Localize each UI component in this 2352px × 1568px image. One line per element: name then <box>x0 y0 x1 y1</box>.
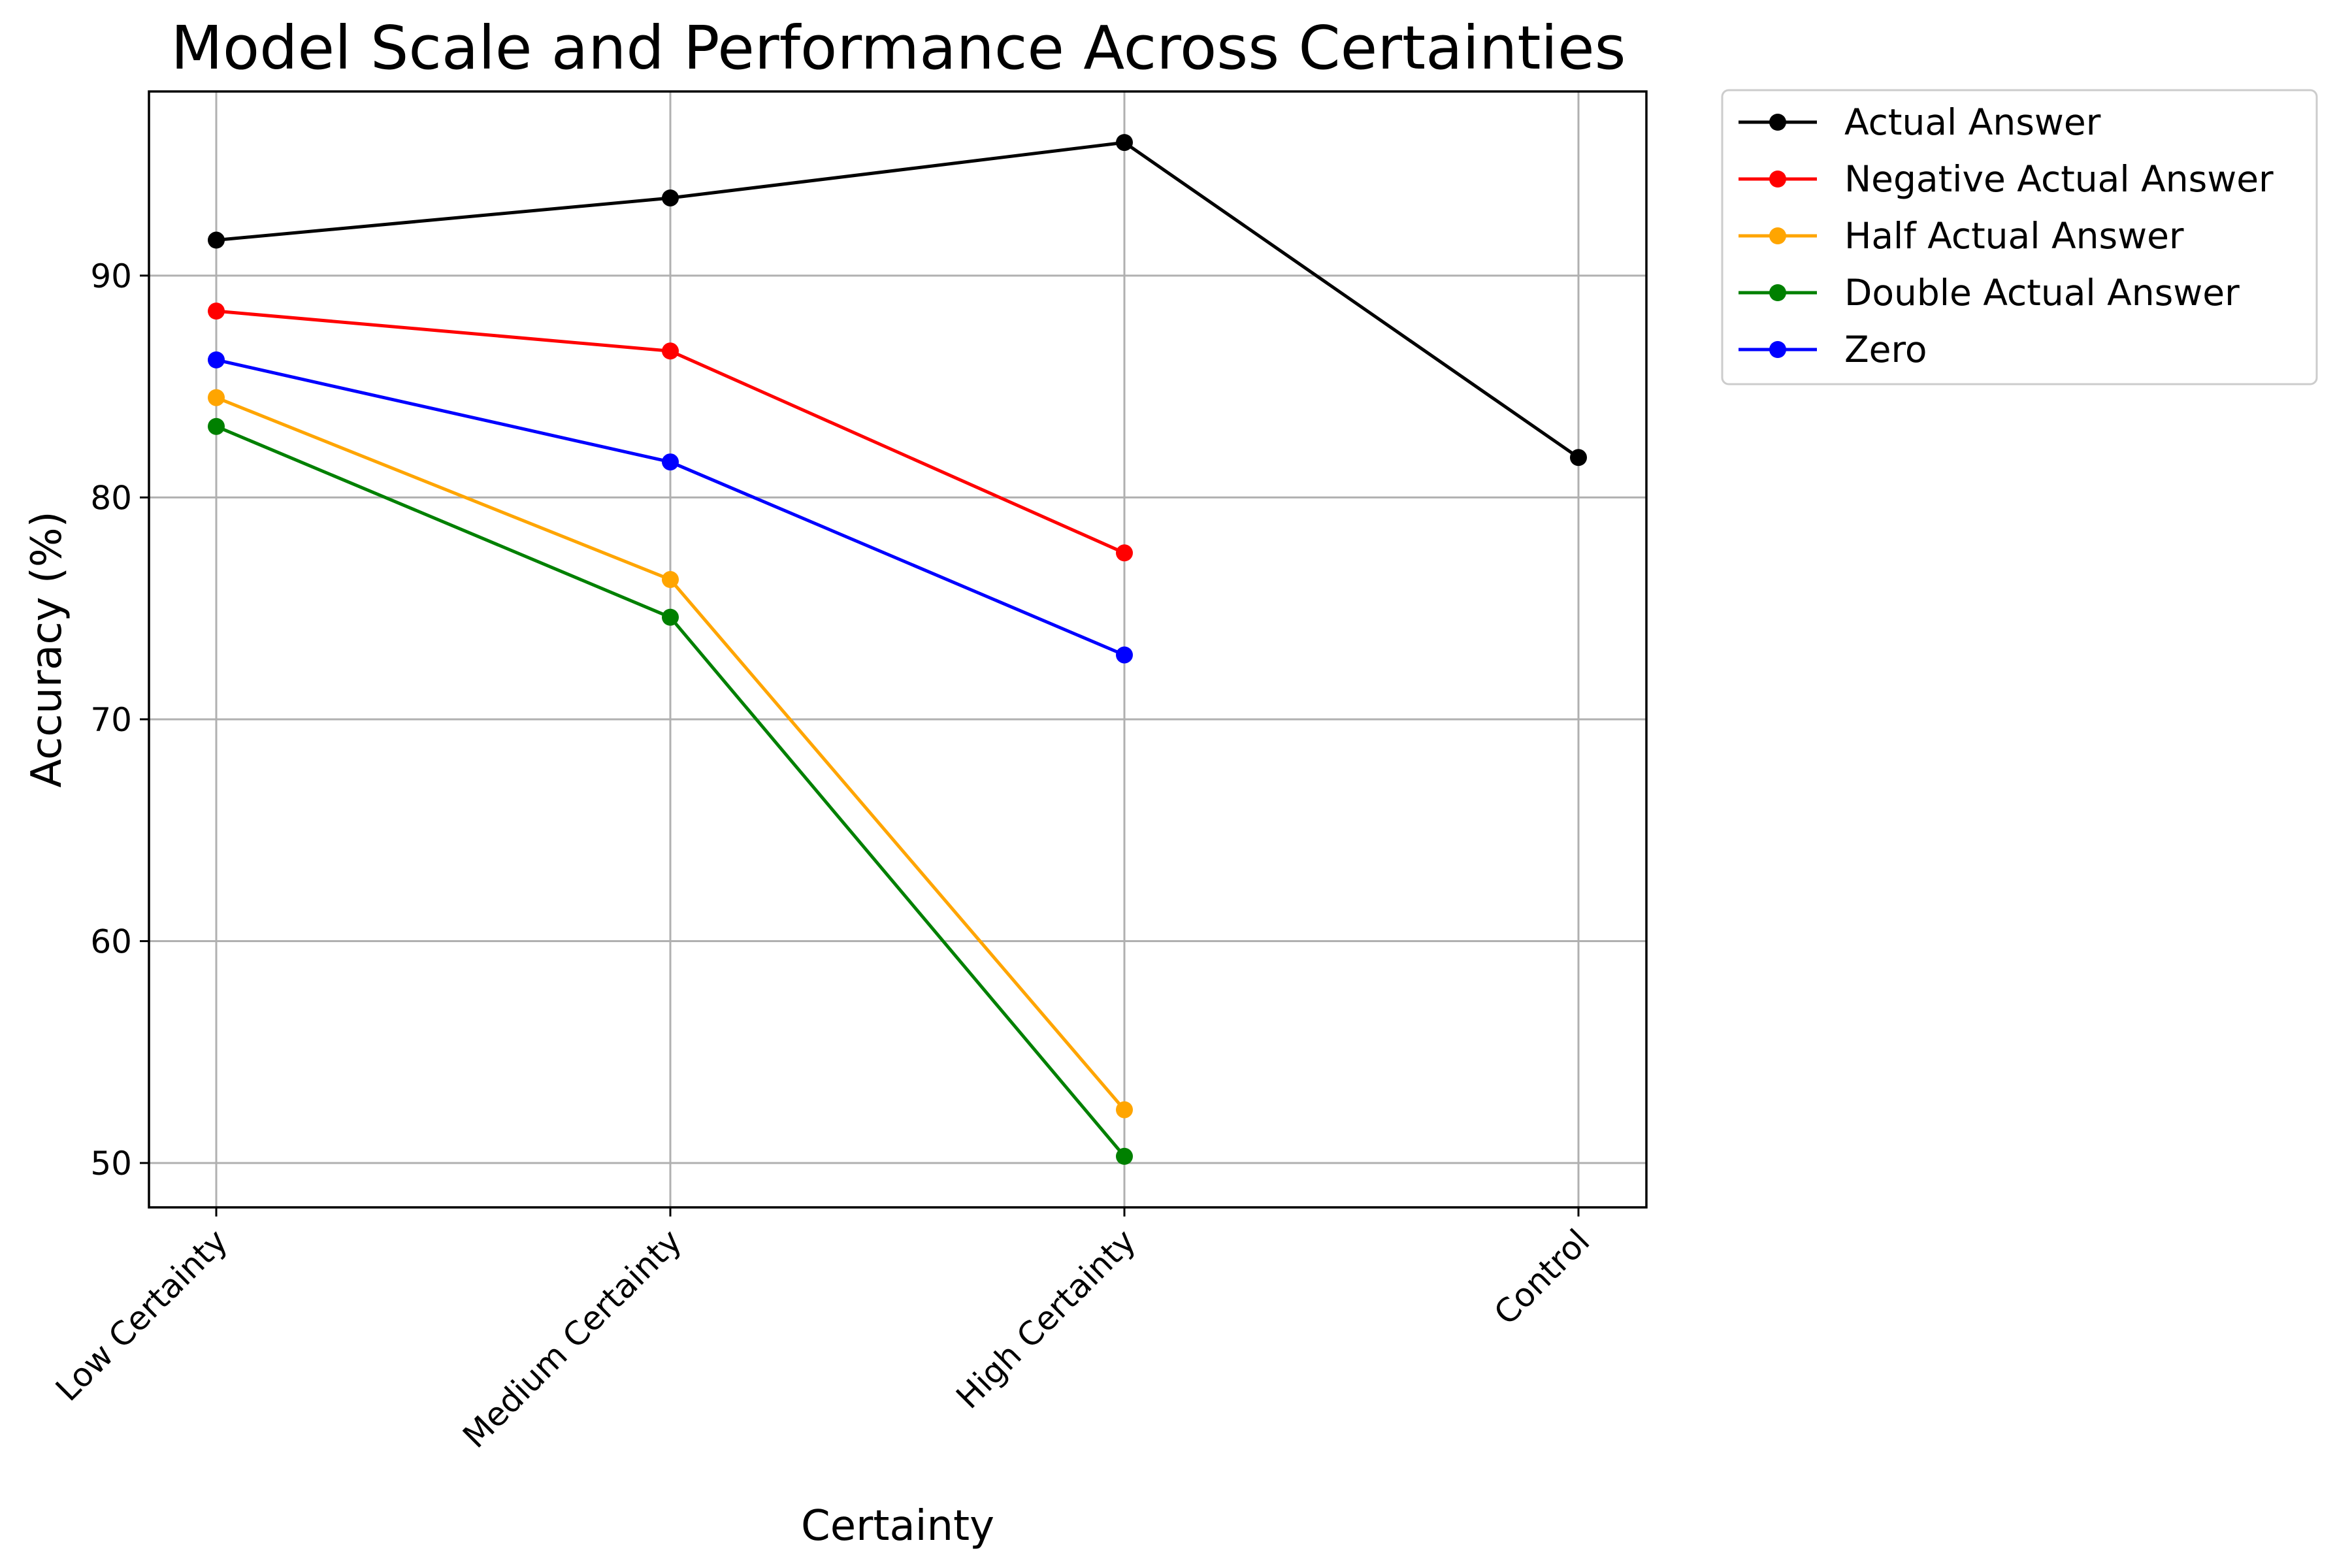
y-axis-label: Accuracy (%) <box>23 511 71 787</box>
y-tick-label: 80 <box>90 479 132 517</box>
legend-swatch-marker <box>1769 284 1786 301</box>
gridlines <box>149 91 1646 1207</box>
x-axis-label: Certainty <box>801 1502 994 1550</box>
y-tick-label: 60 <box>90 923 132 961</box>
data-point <box>662 453 679 471</box>
axis-ticks: Low Certainty Medium Certainty High Certai… <box>48 257 1597 1456</box>
data-point <box>1116 646 1133 664</box>
x-tick-label: High Certainty <box>949 1222 1143 1416</box>
x-tick-label: Medium Certainty <box>455 1222 689 1455</box>
y-tick-label: 70 <box>90 701 132 739</box>
series-line <box>216 140 1580 459</box>
series-lines <box>208 134 1587 1165</box>
legend-label: Zero <box>1844 329 1927 370</box>
x-tick-label: Low Certainty <box>48 1222 235 1408</box>
legend-frame <box>1721 89 2318 385</box>
y-tick-label: 90 <box>90 257 132 295</box>
data-point <box>662 342 679 360</box>
data-point <box>208 351 225 368</box>
legend-swatch-marker <box>1769 341 1786 358</box>
data-point <box>662 571 679 589</box>
legend-label: Negative Actual Answer <box>1844 158 2274 200</box>
legend: Actual Answer Negative Actual Answer Half … <box>1721 89 2318 385</box>
legend-label: Actual Answer <box>1844 101 2101 143</box>
y-tick-label: 50 <box>90 1145 132 1183</box>
legend-label: Half Actual Answer <box>1844 215 2184 257</box>
data-point <box>208 389 225 406</box>
chart-title: Model Scale and Performance Across Certa… <box>171 13 1625 83</box>
data-point <box>1116 1101 1133 1119</box>
legend-swatch-marker <box>1769 227 1786 244</box>
data-point <box>208 231 225 249</box>
data-point <box>662 608 679 626</box>
data-point <box>1116 134 1133 152</box>
legend-swatch-marker <box>1769 114 1786 131</box>
legend-swatch-marker <box>1769 171 1786 188</box>
legend-label: Double Actual Answer <box>1844 272 2240 314</box>
data-point <box>208 417 225 435</box>
data-point <box>1116 544 1133 562</box>
data-point <box>662 189 679 206</box>
data-point <box>1116 1147 1133 1165</box>
plot-frame <box>148 90 1648 1209</box>
x-tick-label: Control <box>1487 1222 1597 1332</box>
data-point <box>208 302 225 320</box>
data-point <box>1570 449 1587 466</box>
